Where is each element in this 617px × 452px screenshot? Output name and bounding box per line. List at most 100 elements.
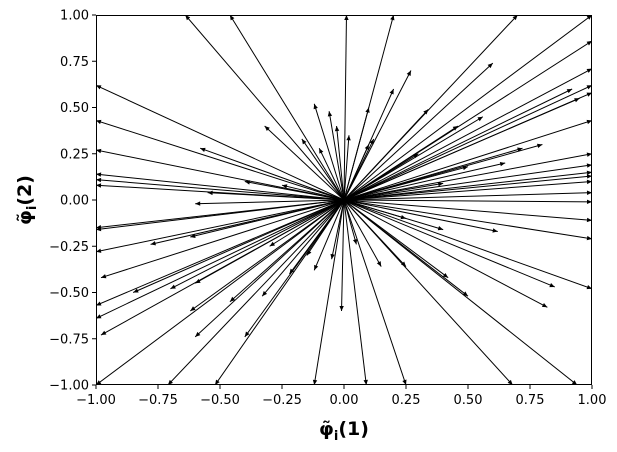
vector-arrowhead bbox=[327, 111, 333, 117]
vector-arrowhead bbox=[215, 379, 220, 385]
vector-arrowhead bbox=[586, 235, 592, 241]
vector-arrow bbox=[343, 199, 407, 220]
vector-shaft bbox=[343, 135, 350, 201]
vector-arrowhead bbox=[264, 126, 270, 132]
vector-arrow bbox=[343, 199, 498, 233]
vector-shaft bbox=[343, 125, 459, 201]
x-tick-label: 0.75 bbox=[516, 393, 545, 408]
vector-arrowhead bbox=[477, 116, 483, 122]
vector-arrow bbox=[189, 199, 345, 312]
vector-shaft bbox=[170, 199, 345, 290]
vector-arrowhead bbox=[423, 109, 429, 115]
vector-shaft bbox=[96, 119, 345, 201]
vector-arrow bbox=[343, 125, 459, 201]
vector-shaft bbox=[96, 199, 345, 253]
vector-arrowhead bbox=[437, 182, 444, 187]
vector-shaft bbox=[96, 199, 345, 385]
vector-arrowhead bbox=[541, 303, 548, 308]
vector-shaft bbox=[96, 149, 345, 201]
vector-shaft bbox=[343, 15, 592, 201]
y-tick-label: 0.50 bbox=[60, 101, 89, 116]
vector-arrow bbox=[343, 119, 592, 201]
vector-arrow bbox=[343, 199, 592, 290]
x-tick-label: 0.00 bbox=[330, 393, 359, 408]
vector-shaft bbox=[313, 199, 345, 271]
vector-arrowhead bbox=[229, 296, 236, 302]
vector-shaft bbox=[167, 199, 345, 385]
vector-arrow bbox=[269, 199, 345, 247]
vector-arrowhead bbox=[96, 226, 102, 232]
vector-arrowhead bbox=[390, 15, 395, 21]
vector-arrow bbox=[343, 199, 555, 288]
vector-arrowhead bbox=[96, 248, 102, 253]
vector-shaft bbox=[343, 119, 592, 201]
vector-arrowhead bbox=[282, 184, 288, 189]
vector-arrow bbox=[343, 199, 592, 205]
vector-arrowhead bbox=[330, 253, 335, 260]
vector-arrowhead bbox=[195, 201, 201, 206]
vector-arrow bbox=[334, 125, 345, 201]
vector-arrow bbox=[301, 138, 345, 201]
y-tick-label: 1.00 bbox=[60, 9, 89, 24]
vector-shaft bbox=[264, 125, 345, 201]
vector-arrowhead bbox=[306, 250, 312, 256]
vector-shaft bbox=[96, 84, 345, 201]
vector-shaft bbox=[343, 68, 592, 201]
vector-arrowhead bbox=[586, 163, 592, 168]
vector-shaft bbox=[343, 175, 592, 201]
x-tick-label: −0.50 bbox=[200, 393, 240, 408]
vector-arrow bbox=[199, 147, 345, 201]
vector-arrow bbox=[343, 70, 412, 201]
vector-arrow bbox=[343, 88, 573, 201]
vector-shaft bbox=[96, 199, 345, 231]
vector-arrowhead bbox=[452, 126, 459, 131]
vector-arrowhead bbox=[244, 331, 250, 337]
vector-arrowhead bbox=[195, 331, 201, 337]
vector-arrow bbox=[281, 184, 345, 201]
vector-arrowhead bbox=[289, 268, 295, 274]
vector-arrow bbox=[343, 97, 580, 201]
vector-shaft bbox=[328, 111, 345, 201]
vector-arrow bbox=[343, 174, 592, 201]
vector-arrowhead bbox=[586, 179, 592, 185]
vector-arrowhead bbox=[586, 40, 592, 46]
vector-arrow bbox=[313, 103, 345, 201]
vector-arrowhead bbox=[150, 241, 156, 246]
vector-arrowhead bbox=[133, 288, 139, 293]
vector-arrow bbox=[327, 111, 345, 201]
vector-arrow bbox=[343, 179, 592, 201]
y-axis-title-subscript: i bbox=[25, 206, 40, 210]
vector-arrowhead bbox=[507, 379, 513, 385]
vector-arrowhead bbox=[229, 15, 235, 21]
vector-arrow bbox=[339, 199, 345, 312]
vector-arrow bbox=[96, 199, 345, 385]
vector-arrow bbox=[96, 84, 345, 201]
vector-arrowhead bbox=[462, 165, 468, 171]
vector-shaft bbox=[343, 199, 469, 297]
vector-arrowhead bbox=[586, 85, 592, 90]
vector-shaft bbox=[343, 70, 412, 201]
vector-arrow bbox=[289, 199, 345, 275]
vector-shaft bbox=[341, 199, 345, 312]
vector-shaft bbox=[207, 192, 345, 201]
vector-arrow bbox=[343, 138, 375, 201]
vector-arrowhead bbox=[400, 214, 406, 220]
vector-arrowhead bbox=[185, 15, 191, 21]
vector-shaft bbox=[229, 199, 345, 303]
vector-arrowhead bbox=[586, 170, 592, 175]
vector-arrowhead bbox=[363, 379, 368, 385]
vector-shaft bbox=[343, 166, 469, 201]
vector-shaft bbox=[343, 199, 592, 240]
vector-arrow bbox=[214, 199, 345, 385]
vector-arrowhead bbox=[586, 217, 592, 223]
vector-shaft bbox=[331, 199, 345, 260]
vector-arrowhead bbox=[207, 190, 213, 196]
vector-shaft bbox=[96, 199, 345, 306]
vector-arrowhead bbox=[536, 143, 543, 148]
vector-arrowhead bbox=[96, 119, 102, 125]
vector-arrowhead bbox=[586, 68, 592, 73]
vector-shaft bbox=[343, 199, 592, 290]
x-axis-title-subscript: i bbox=[334, 429, 338, 444]
vector-arrowhead bbox=[499, 161, 506, 167]
x-tick-label: 0.50 bbox=[454, 393, 483, 408]
